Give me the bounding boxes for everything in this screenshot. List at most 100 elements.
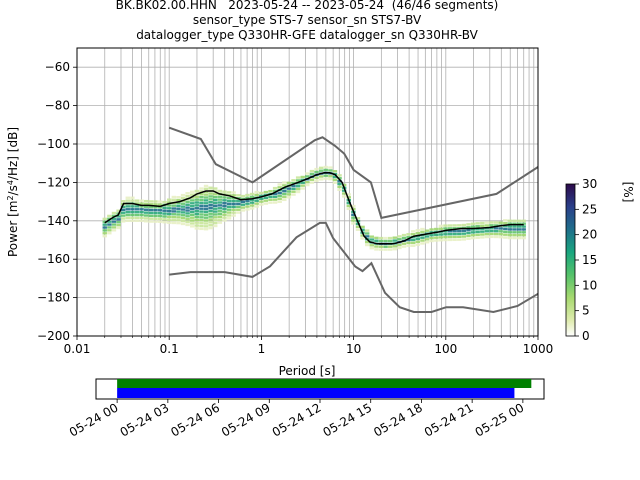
ppsd-cell	[171, 210, 177, 213]
ppsd-cell	[351, 219, 356, 222]
ppsd-cell	[171, 221, 177, 225]
ppsd-cell	[498, 227, 503, 230]
ppsd-cell	[521, 219, 526, 222]
ppsd-cell	[466, 226, 471, 229]
ppsd-cell	[130, 199, 135, 202]
ppsd-cell	[203, 204, 209, 208]
ppsd-cell	[268, 198, 273, 201]
ppsd-cell	[397, 235, 402, 238]
ppsd-cell	[346, 201, 351, 205]
ppsd-cell	[111, 226, 117, 229]
ppsd-cell	[318, 166, 324, 170]
ppsd-cell	[185, 192, 190, 195]
ppsd-cell	[360, 225, 365, 229]
ppsd-cell	[157, 217, 163, 221]
ppsd-cell	[493, 224, 499, 227]
ppsd-cell	[420, 236, 425, 239]
ppsd-cell	[351, 207, 356, 211]
ppsd-cell	[222, 196, 227, 199]
ppsd-cell	[194, 198, 200, 201]
ppsd-cell	[364, 229, 370, 232]
ppsd-cell	[120, 214, 126, 217]
ppsd-cell	[199, 195, 204, 199]
ppsd-cell	[222, 210, 227, 214]
ppsd-cell	[406, 244, 411, 247]
ppsd-cell	[443, 227, 448, 230]
ppsd-cell	[185, 200, 190, 204]
ppsd-cell	[401, 233, 407, 237]
ppsd-cell	[364, 243, 370, 247]
ppsd-cell	[521, 231, 526, 234]
ppsd-cell	[429, 236, 434, 240]
ppsd-cell	[130, 210, 135, 214]
ppsd-cell	[240, 200, 246, 204]
ppsd-cell	[503, 221, 508, 225]
colorbar-tick-label: 20	[582, 228, 597, 242]
y-axis-label-tail: /Hz] [dB]	[6, 127, 20, 180]
ppsd-cell	[438, 233, 444, 236]
ppsd-cell	[176, 216, 181, 219]
ppsd-cell	[447, 238, 453, 242]
ppsd-cell	[378, 236, 384, 240]
ppsd-cell	[374, 245, 379, 248]
ppsd-cell	[516, 228, 522, 231]
ppsd-cell	[226, 191, 232, 194]
ppsd-cell	[185, 215, 190, 218]
ppsd-cell	[208, 218, 213, 221]
ppsd-cell	[259, 200, 264, 203]
ppsd-cell	[208, 198, 213, 201]
ppsd-cell	[190, 210, 195, 214]
ppsd-cell	[480, 233, 485, 236]
ppsd-cell	[286, 181, 292, 185]
ppsd-cell	[153, 208, 158, 212]
y-tick-label: −100	[37, 137, 70, 151]
ppsd-cell	[406, 241, 411, 245]
ppsd-cell	[447, 227, 453, 230]
ppsd-cell	[240, 209, 246, 212]
ppsd-cell	[277, 194, 282, 198]
ppsd-cell	[507, 233, 513, 237]
ppsd-cell	[420, 239, 425, 242]
time-tick-label: 05-24 06	[168, 400, 222, 439]
ppsd-cell	[328, 166, 333, 169]
ppsd-cell	[194, 212, 200, 216]
ppsd-cell	[180, 219, 186, 223]
ppsd-cell	[208, 201, 213, 204]
mean-line	[104, 172, 524, 245]
ppsd-cell	[120, 220, 126, 223]
ppsd-cell	[194, 218, 200, 221]
ppsd-cell	[272, 201, 278, 204]
colorbar-tick-label: 15	[582, 253, 597, 267]
y-axis-label-base: Power [m	[6, 201, 20, 257]
ppsd-cell	[153, 220, 158, 223]
ppsd-cell	[222, 219, 227, 222]
ppsd-cell	[245, 202, 250, 205]
ppsd-cell	[286, 187, 292, 190]
ppsd-cell	[213, 224, 218, 228]
ppsd-cell	[213, 216, 218, 219]
ppsd-cell	[346, 196, 351, 199]
ppsd-cell	[222, 199, 227, 202]
ppsd-cell	[194, 227, 200, 230]
ppsd-cell	[176, 198, 181, 202]
ppsd-cell	[401, 236, 407, 240]
ppsd-cell	[217, 189, 223, 193]
ppsd-cell	[226, 205, 232, 208]
ppsd-cell	[420, 242, 425, 245]
ppsd-cell	[424, 229, 430, 232]
ppsd-cell	[180, 196, 186, 200]
ppsd-cell	[314, 170, 319, 174]
ppsd-cell	[208, 224, 213, 227]
ppsd-cell	[272, 186, 278, 190]
ppsd-cell	[461, 223, 467, 227]
ppsd-cell	[369, 246, 374, 250]
ppsd-cell	[139, 202, 144, 205]
ppsd-cell	[447, 224, 453, 227]
ppsd-cell	[470, 231, 476, 234]
ppsd-cell	[143, 208, 149, 211]
ppsd-cell	[263, 190, 269, 194]
ppsd-cell	[120, 205, 126, 209]
ppsd-cell	[516, 219, 522, 222]
ppsd-cell	[185, 206, 190, 209]
ppsd-cell	[328, 169, 333, 172]
